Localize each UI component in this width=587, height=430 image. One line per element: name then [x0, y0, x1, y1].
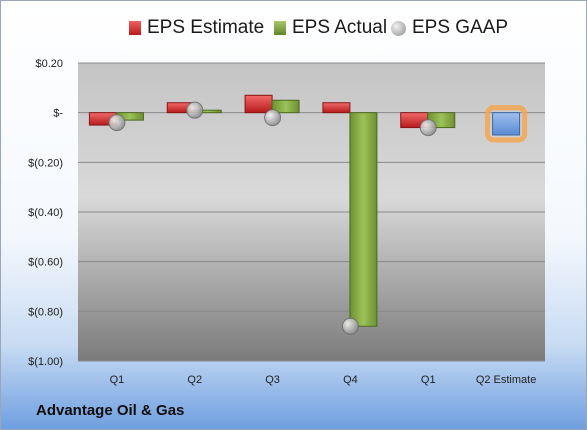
x-tick-label: Q1	[421, 374, 436, 386]
x-tick-label: Q4	[343, 374, 358, 386]
y-tick-label: $-	[53, 108, 63, 120]
eps-gaap-circle-icon	[391, 20, 406, 36]
legend-label-eps-gaap: EPS GAAP	[412, 17, 509, 38]
x-tick-label: Q1	[110, 374, 125, 386]
x-tick-label: Q3	[265, 374, 280, 386]
eps-actual-swatch-icon	[274, 21, 286, 35]
legend: EPS Estimate EPS Actual EPS GAAP	[1, 15, 586, 45]
company-name: Advantage Oil & Gas	[36, 402, 185, 419]
eps-estimate-swatch-icon	[129, 21, 141, 35]
x-tick-label: Q2	[187, 374, 202, 386]
y-tick-label: $(0.40)	[28, 207, 63, 219]
y-tick-label: $0.20	[35, 58, 63, 70]
legend-label-eps-actual: EPS Actual	[292, 17, 388, 38]
marker-eps-gaap	[186, 101, 204, 119]
highlight-glow	[485, 105, 528, 143]
y-tick-label: $(0.60)	[28, 257, 63, 269]
marker-eps-gaap	[341, 317, 359, 335]
bar-eps-actual	[349, 112, 378, 327]
y-tick-label: $(0.20)	[28, 157, 63, 169]
marker-eps-gaap	[264, 109, 282, 127]
marker-eps-gaap	[419, 119, 437, 137]
x-tick-label: Q2 Estimate	[476, 374, 537, 386]
bar-eps-estimate	[244, 94, 273, 114]
marker-eps-gaap	[108, 114, 126, 132]
legend-item-eps-estimate: EPS Estimate	[129, 17, 264, 39]
y-tick-label: $(0.80)	[28, 306, 63, 318]
legend-item-eps-actual: EPS Actual	[274, 17, 387, 39]
legend-item-eps-gaap: EPS GAAP	[391, 17, 508, 39]
bar-eps-actual	[271, 99, 300, 114]
bar-eps-estimate	[322, 102, 351, 114]
legend-label-eps-estimate: EPS Estimate	[147, 17, 265, 38]
bar-q2-estimate	[492, 112, 521, 136]
y-tick-label: $(1.00)	[28, 356, 63, 368]
